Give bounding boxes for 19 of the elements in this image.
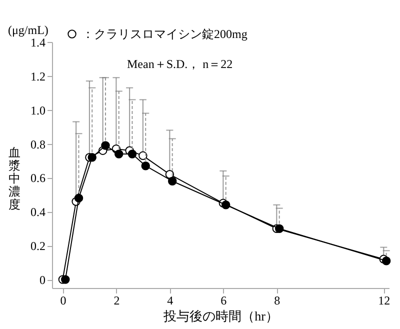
y-tick-label: 1.4 [30,36,46,50]
y-tick-label: 0 [40,273,46,288]
y-tick-label: 0.2 [30,239,46,254]
x-axis-title: 投与後の時間（hr） [162,308,278,324]
y-tick-label: 1.2 [30,69,46,84]
y-axis-title: 血漿中濃度 [8,146,20,212]
x-tick-label: 4 [167,294,174,308]
annotation: Mean＋S.D.， n＝22 [127,57,233,71]
y-tick-label: 1.0 [30,103,46,118]
x-tick-label: 12 [378,294,390,308]
x-tick-label: 0 [60,294,66,308]
text: (μg/mL) [8,23,48,37]
y-tick-label: 0.4 [30,205,46,220]
y-tick-label: 0.8 [30,137,46,152]
y-tick-label: 0.6 [30,171,46,186]
x-tick-label: 8 [274,294,280,308]
legend-label: ：クラリスロマイシン錠200mg [82,27,248,41]
x-tick-label: 6 [220,294,227,308]
x-tick-label: 2 [114,294,120,308]
